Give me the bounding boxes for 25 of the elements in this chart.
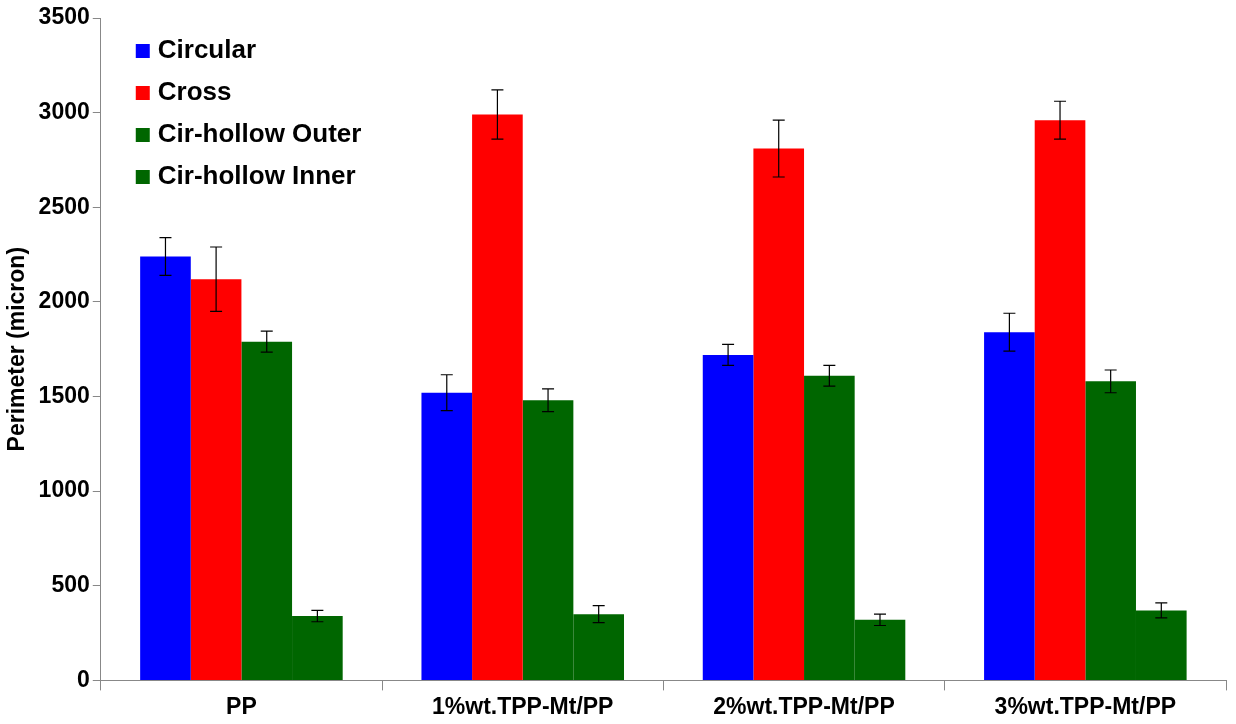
y-tick-label: 500 [51, 571, 90, 598]
bar [140, 256, 191, 680]
x-tick-label: 3%wt.TPP-Mt/PP [994, 692, 1177, 719]
y-tick-label: 0 [76, 665, 90, 692]
bar [190, 279, 242, 680]
legend-label: Cir-hollow Inner [157, 160, 356, 191]
bar [753, 148, 805, 680]
y-tick-label: 1500 [38, 381, 90, 408]
bar [984, 332, 1035, 680]
y-tick-label: 3500 [38, 3, 90, 30]
legend-label: Cross [157, 76, 232, 107]
x-tick-label: 2%wt.TPP-Mt/PP [713, 692, 895, 719]
bar [472, 114, 523, 680]
x-tick-label: PP [226, 692, 257, 719]
bar [421, 392, 473, 680]
bar [702, 354, 754, 680]
y-tick-label: 2000 [38, 287, 90, 314]
y-tick-label: 1000 [38, 476, 90, 503]
legend-label: Cir-hollow Outer [157, 118, 362, 149]
y-tick-label: 2500 [38, 192, 90, 219]
y-tick-label: 3000 [38, 97, 90, 124]
y-axis-title: Perimeter (micron) [3, 246, 30, 452]
bar [1034, 120, 1086, 680]
x-tick-label: 1%wt.TPP-Mt/PP [431, 692, 614, 719]
legend-label: Circular [157, 34, 257, 65]
